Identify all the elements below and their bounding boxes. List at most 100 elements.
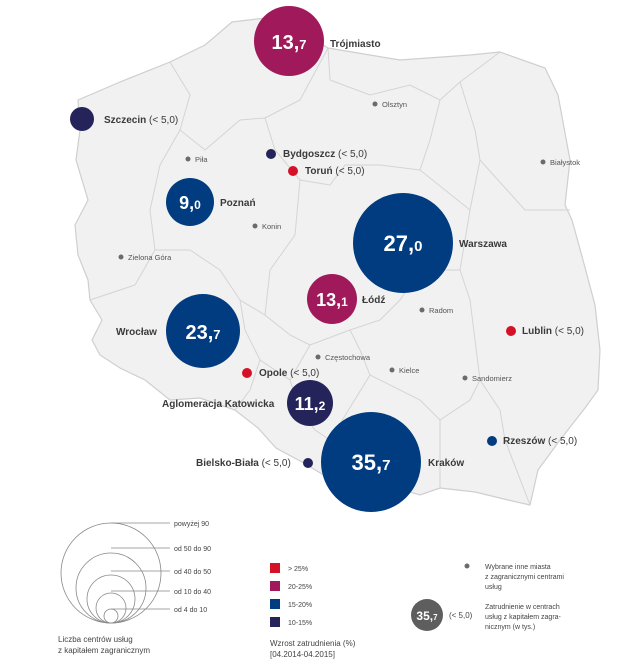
bubble-katowice: 11,2 Aglomeracja Katowicka bbox=[162, 380, 333, 426]
legend-swatch-10-15 bbox=[270, 617, 280, 627]
bubble-poznan: 9,0 Poznań bbox=[166, 178, 256, 226]
centre-opole: Opole (< 5,0) bbox=[242, 368, 319, 379]
svg-text:11,2: 11,2 bbox=[295, 394, 326, 414]
svg-text:Liczba centrów usług: Liczba centrów usług bbox=[58, 635, 133, 644]
svg-text:15-20%: 15-20% bbox=[288, 602, 312, 609]
bielsko-biala-marker bbox=[303, 458, 313, 468]
small-centres: Szczecin (< 5,0) Bydgoszcz (< 5,0) Toruń… bbox=[70, 107, 584, 469]
svg-text:> 25%: > 25% bbox=[288, 566, 308, 573]
bubble-poznan-circle bbox=[166, 178, 214, 226]
svg-text:Radom: Radom bbox=[429, 306, 453, 315]
svg-text:Opole (< 5,0): Opole (< 5,0) bbox=[259, 368, 319, 379]
city-pila: Piła bbox=[185, 155, 208, 164]
svg-text:9,0: 9,0 bbox=[179, 193, 201, 213]
city-bialystok: Białystok bbox=[540, 158, 580, 167]
svg-text:Wzrost zatrudnienia (%): Wzrost zatrudnienia (%) bbox=[270, 639, 356, 648]
legend-growth: > 25% 20-25% 15-20% 10-15% Wzrost zatrud… bbox=[270, 563, 356, 659]
centre-rzeszow: Rzeszów (< 5,0) bbox=[487, 436, 577, 447]
svg-text:10-15%: 10-15% bbox=[288, 620, 312, 627]
svg-text:Zielona Góra: Zielona Góra bbox=[128, 253, 172, 262]
svg-text:(< 5,0): (< 5,0) bbox=[449, 611, 473, 620]
svg-text:Warszawa: Warszawa bbox=[459, 239, 507, 250]
centre-lublin: Lublin (< 5,0) bbox=[506, 326, 584, 337]
city-konin: Konin bbox=[252, 222, 281, 231]
rzeszow-marker bbox=[487, 436, 497, 446]
svg-text:[04.2014-04.2015]: [04.2014-04.2015] bbox=[270, 650, 335, 659]
legend-swatch-20-25 bbox=[270, 581, 280, 591]
svg-text:Aglomeracja Katowicka: Aglomeracja Katowicka bbox=[162, 399, 275, 410]
svg-text:Konin: Konin bbox=[262, 222, 281, 231]
svg-text:Toruń (< 5,0): Toruń (< 5,0) bbox=[305, 166, 365, 177]
lublin-marker bbox=[506, 326, 516, 336]
svg-text:od 40 do 50: od 40 do 50 bbox=[174, 569, 211, 576]
svg-text:Białystok: Białystok bbox=[550, 158, 580, 167]
svg-text:Olsztyn: Olsztyn bbox=[382, 100, 407, 109]
svg-text:Bielsko-Biała (< 5,0): Bielsko-Biała (< 5,0) bbox=[196, 458, 291, 469]
bubble-wroclaw-circle bbox=[166, 294, 240, 368]
svg-text:z zagranicznymi centrami: z zagranicznymi centrami bbox=[485, 574, 564, 581]
bubble-warszawa: 27,0 Warszawa bbox=[353, 193, 507, 293]
bydgoszcz-marker bbox=[266, 149, 276, 159]
legend-grey-dot bbox=[464, 563, 470, 569]
bubble-lodz-circle bbox=[307, 274, 357, 324]
bubbles: 13,7 Trójmiasto 9,0 Poznań 27,0 Warszawa… bbox=[116, 6, 507, 512]
svg-text:usług z kapitałem zagra-: usług z kapitałem zagra- bbox=[485, 614, 562, 621]
svg-text:23,7: 23,7 bbox=[185, 322, 220, 344]
bubble-wroclaw: 23,7 Wrocław bbox=[116, 294, 240, 368]
svg-text:13,7: 13,7 bbox=[271, 32, 306, 54]
bubble-trojmiasto-circle bbox=[254, 6, 324, 76]
svg-text:Lublin (< 5,0): Lublin (< 5,0) bbox=[522, 326, 584, 337]
svg-text:13,1: 13,1 bbox=[316, 290, 348, 310]
torun-marker bbox=[288, 166, 298, 176]
legend-swatch-gt25 bbox=[270, 563, 280, 573]
svg-text:Wybrane inne miasta: Wybrane inne miasta bbox=[485, 564, 551, 571]
svg-text:Piła: Piła bbox=[195, 155, 208, 164]
bubble-katowice-circle bbox=[287, 380, 333, 426]
svg-text:Bydgoszcz (< 5,0): Bydgoszcz (< 5,0) bbox=[283, 149, 367, 160]
svg-text:Wrocław: Wrocław bbox=[116, 327, 157, 338]
bubble-krakow: 35,7 Kraków bbox=[321, 412, 464, 512]
svg-text:27,0: 27,0 bbox=[384, 231, 423, 256]
other-cities: Olsztyn Piła Białystok Konin Zielona Gór… bbox=[118, 100, 580, 383]
centre-szczecin: Szczecin (< 5,0) bbox=[70, 107, 178, 131]
legend-size bbox=[60, 522, 170, 624]
bubble-trojmiasto: 13,7 Trójmiasto bbox=[254, 6, 381, 76]
legend-size-labels: powyżej 90 od 50 do 90 od 40 do 50 od 10… bbox=[58, 521, 211, 655]
legend-sample-bubble bbox=[411, 599, 443, 631]
svg-text:Sandomierz: Sandomierz bbox=[472, 374, 512, 383]
svg-text:35,7: 35,7 bbox=[416, 609, 438, 623]
svg-text:od 10 do 40: od 10 do 40 bbox=[174, 589, 211, 596]
opole-marker bbox=[242, 368, 252, 378]
svg-text:z kapitałem zagranicznym: z kapitałem zagranicznym bbox=[58, 646, 150, 655]
centre-torun: Toruń (< 5,0) bbox=[288, 166, 365, 177]
bubble-krakow-circle bbox=[321, 412, 421, 512]
city-olsztyn: Olsztyn bbox=[372, 100, 407, 109]
voivodeship-borders bbox=[89, 47, 570, 506]
bubble-warszawa-circle bbox=[353, 193, 453, 293]
legend-other: Wybrane inne miasta z zagranicznymi cent… bbox=[411, 563, 564, 631]
city-zielona-gora: Zielona Góra bbox=[118, 253, 172, 262]
svg-text:20-25%: 20-25% bbox=[288, 584, 312, 591]
svg-text:powyżej 90: powyżej 90 bbox=[174, 521, 209, 528]
legend-swatch-15-20 bbox=[270, 599, 280, 609]
svg-text:35,7: 35,7 bbox=[352, 450, 391, 475]
svg-text:Poznań: Poznań bbox=[220, 198, 256, 209]
city-sandomierz: Sandomierz bbox=[462, 374, 512, 383]
svg-text:nicznym (w tys.): nicznym (w tys.) bbox=[485, 624, 535, 631]
centre-bielsko-biala: Bielsko-Biała (< 5,0) bbox=[196, 458, 313, 469]
svg-text:Szczecin (< 5,0): Szczecin (< 5,0) bbox=[104, 115, 178, 126]
city-czestochowa: Częstochowa bbox=[315, 353, 371, 362]
svg-text:od 4 do 10: od 4 do 10 bbox=[174, 607, 207, 614]
svg-text:Częstochowa: Częstochowa bbox=[325, 353, 371, 362]
svg-text:Rzeszów (< 5,0): Rzeszów (< 5,0) bbox=[503, 436, 577, 447]
city-radom: Radom bbox=[419, 306, 453, 315]
svg-text:Kielce: Kielce bbox=[399, 366, 419, 375]
svg-text:Łódź: Łódź bbox=[362, 295, 385, 306]
svg-text:Kraków: Kraków bbox=[428, 458, 464, 469]
svg-text:usług: usług bbox=[485, 584, 502, 591]
svg-text:Zatrudnienie w centrach: Zatrudnienie w centrach bbox=[485, 604, 560, 611]
poland-outline bbox=[74, 17, 601, 506]
city-kielce: Kielce bbox=[389, 366, 419, 375]
